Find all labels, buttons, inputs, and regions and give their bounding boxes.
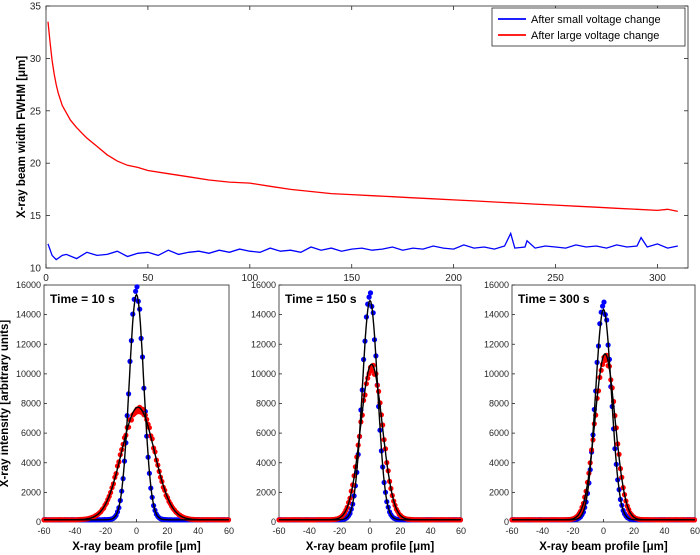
y-tick-label: 14000 xyxy=(251,310,276,320)
y-tick-label: 16000 xyxy=(251,280,276,290)
data-point-blue xyxy=(367,290,374,296)
x-tick-label: 300 xyxy=(649,273,666,284)
y-tick-label: 20 xyxy=(30,159,42,170)
y-axis-label: X-ray intensity [arbitrary units] xyxy=(0,320,11,488)
x-tick-label: -60 xyxy=(505,526,518,536)
y-tick-label: 10000 xyxy=(16,369,41,379)
y-tick-label: 4000 xyxy=(256,458,276,468)
x-tick-label: 50 xyxy=(142,273,154,284)
data-point-red xyxy=(602,357,608,363)
x-tick-label: -40 xyxy=(68,526,81,536)
y-tick-label: 8000 xyxy=(21,399,41,409)
x-tick-label: 40 xyxy=(193,526,203,536)
y-tick-label: 2000 xyxy=(256,487,276,497)
y-tick-label: 0 xyxy=(271,517,276,527)
profile-panel-300s: -60 -40 -20 0 20 40 60 0 2000 4000 6000 8000 10000 12… xyxy=(484,280,700,553)
y-tick-label: 0 xyxy=(36,517,41,527)
y-tick-label: 8000 xyxy=(489,399,509,409)
x-tick-label: 60 xyxy=(456,526,466,536)
x-tick-label: 40 xyxy=(426,526,436,536)
x-tick-label: 20 xyxy=(162,526,172,536)
x-axis-label: X-ray beam profile [μm] xyxy=(72,541,201,553)
profile-plot-area xyxy=(43,284,230,523)
y-tick-label: 16000 xyxy=(484,280,509,290)
top-plot-area xyxy=(45,5,689,269)
x-tick-label: -20 xyxy=(99,526,112,536)
x-tick-label: 0 xyxy=(43,273,49,284)
data-point-blue xyxy=(133,288,139,294)
fit-line xyxy=(279,363,461,521)
x-tick-label: 250 xyxy=(547,273,564,284)
y-tick-label: 8000 xyxy=(256,399,276,409)
data-point-blue xyxy=(134,284,140,290)
series-line-large-voltage xyxy=(47,21,678,213)
x-tick-label: 20 xyxy=(629,526,639,536)
y-tick-label: 14000 xyxy=(16,310,41,320)
x-tick-label: 0 xyxy=(367,526,372,536)
fit-line xyxy=(44,406,229,521)
y-tick-label: 4000 xyxy=(21,458,41,468)
profile-panel-150s: -60 -40 -20 0 20 40 60 0 2000 4000 6000 8000 10000 12… xyxy=(251,280,466,553)
y-tick-label: 35 xyxy=(30,2,42,13)
data-point-blue xyxy=(600,303,606,309)
series-line-small-voltage xyxy=(47,231,678,261)
y-tick-label: 6000 xyxy=(256,428,276,438)
y-axis-label: X-ray beam width FWHM [μm] xyxy=(16,56,28,218)
y-tick-label: 10 xyxy=(30,264,42,275)
x-tick-label: -40 xyxy=(536,526,549,536)
profile-panel-10s: -60 -40 -20 0 20 40 60 0 2000 4000 6000 8000 10000 12… xyxy=(0,280,234,553)
x-tick-label: 40 xyxy=(659,526,669,536)
data-point-red xyxy=(369,367,375,373)
legend-label: After small voltage change xyxy=(531,14,661,26)
y-tick-label: 4000 xyxy=(489,458,509,468)
x-tick-label: 0 xyxy=(134,526,139,536)
y-tick-label: 14000 xyxy=(484,310,509,320)
x-tick-label: 150 xyxy=(343,273,360,284)
legend-label: After large voltage change xyxy=(531,30,659,42)
time-annotation: Time = 300 s xyxy=(518,292,590,306)
profile-plot-area xyxy=(278,284,462,523)
x-axis-label: X-ray beam profile [μm] xyxy=(306,541,435,553)
y-tick-label: 10000 xyxy=(484,369,509,379)
y-tick-label: 0 xyxy=(504,517,509,527)
x-tick-label: 0 xyxy=(601,526,606,536)
x-tick-label: -20 xyxy=(333,526,346,536)
x-tick-label: -20 xyxy=(566,526,579,536)
x-tick-label: -40 xyxy=(303,526,316,536)
data-point-blue xyxy=(366,294,372,300)
y-tick-label: 2000 xyxy=(489,487,509,497)
y-tick-label: 6000 xyxy=(21,428,41,438)
x-tick-label: -60 xyxy=(272,526,285,536)
x-tick-label: 60 xyxy=(690,526,700,536)
x-tick-label: 200 xyxy=(445,273,462,284)
y-tick-label: 10000 xyxy=(251,369,276,379)
y-tick-label: 12000 xyxy=(16,339,41,349)
y-tick-label: 25 xyxy=(30,106,42,117)
data-point-blue xyxy=(601,299,607,305)
fit-line xyxy=(512,353,695,521)
y-tick-label: 12000 xyxy=(251,339,276,349)
y-tick-label: 6000 xyxy=(489,428,509,438)
x-tick-label: 100 xyxy=(241,273,258,284)
x-tick-label: -60 xyxy=(37,526,50,536)
time-annotation: Time = 10 s xyxy=(50,292,115,306)
y-tick-label: 30 xyxy=(30,54,42,65)
y-tick-label: 16000 xyxy=(16,280,41,290)
top-chart: 050100150200250300101520253035Time [s]X-… xyxy=(16,2,689,299)
y-tick-label: 2000 xyxy=(21,487,41,497)
x-tick-label: 20 xyxy=(395,526,405,536)
x-axis-label: X-ray beam profile [μm] xyxy=(539,541,668,553)
profile-plot-area xyxy=(511,284,696,523)
y-tick-label: 12000 xyxy=(484,339,509,349)
time-annotation: Time = 150 s xyxy=(285,292,357,306)
y-tick-label: 15 xyxy=(30,211,42,222)
legend-box xyxy=(491,7,686,47)
x-tick-label: 60 xyxy=(224,526,234,536)
